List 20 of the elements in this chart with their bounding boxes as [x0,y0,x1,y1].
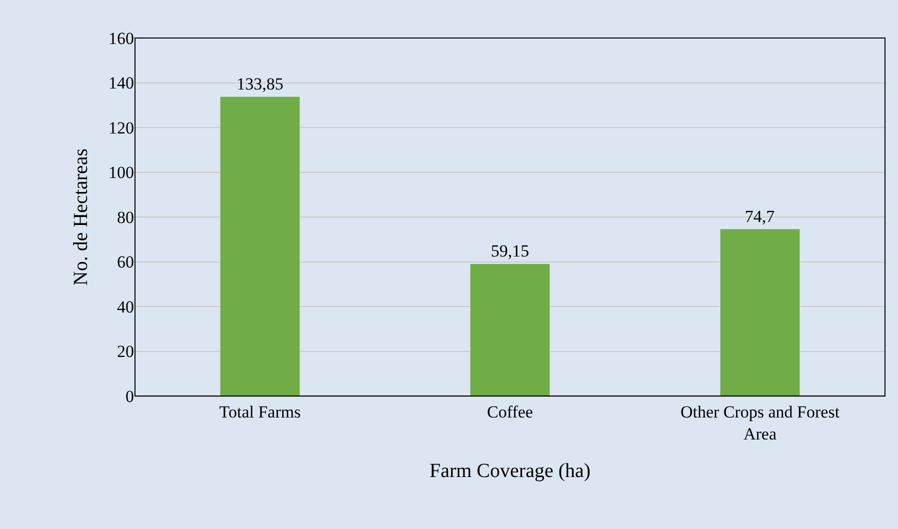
y-tick-label: 80 [117,208,134,227]
bar [470,263,550,396]
bar [720,228,800,396]
data-label: 133,85 [236,74,284,94]
x-tick-label: Other Crops and Forest Area [680,402,840,444]
y-tick-label: 140 [108,74,134,93]
y-tick-label: 0 [126,386,134,406]
data-label: 74,7 [744,206,776,226]
y-axis-title: No. de Hectareas [70,148,92,286]
y-tick-label: 100 [108,163,134,182]
y-tick-label: 40 [117,297,134,316]
data-label: 59,15 [490,242,530,261]
y-tick-label: 120 [108,118,134,138]
y-tick-label: 60 [117,252,134,272]
x-tick-label: Coffee [487,402,533,422]
y-tick-label: 160 [108,28,134,48]
x-axis-title: Farm Coverage (ha) [429,460,591,482]
bar [220,96,300,396]
y-tick-label: 20 [117,342,134,362]
x-tick-label: Total Farms [219,402,301,422]
